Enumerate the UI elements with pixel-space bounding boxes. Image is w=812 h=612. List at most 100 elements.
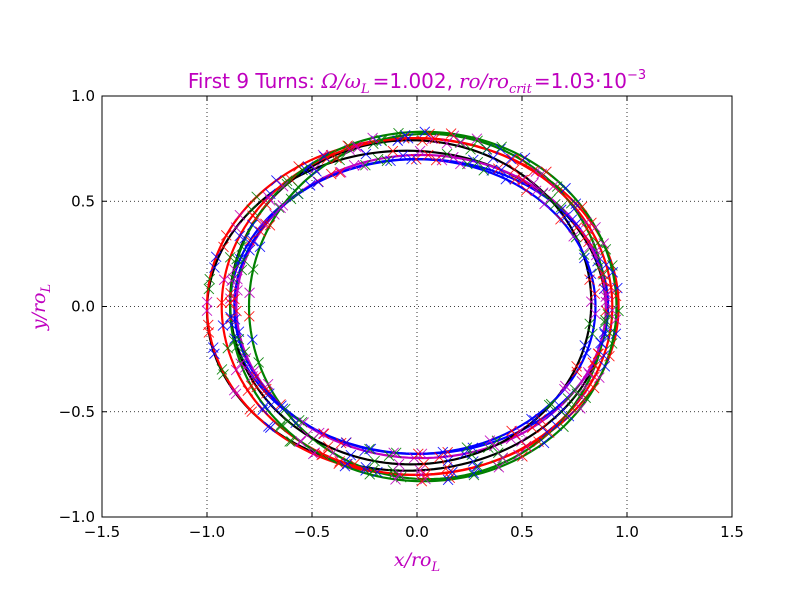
trajectory-marker <box>592 237 604 249</box>
trajectory-marker <box>445 128 457 139</box>
trajectory-marker <box>516 154 528 166</box>
turn-line <box>235 153 608 460</box>
x-axis-label-main: x/ro <box>394 549 432 571</box>
trajectory-marker <box>360 159 371 171</box>
trajectory-marker <box>398 132 410 144</box>
trajectory-marker <box>418 458 429 470</box>
trajectory-marker <box>420 469 432 481</box>
trajectory-marker <box>420 473 431 485</box>
trajectory-marker <box>247 235 259 247</box>
trajectory-marker <box>406 153 417 165</box>
trajectory-marker <box>472 156 484 168</box>
series-layer <box>205 130 620 483</box>
trajectory-marker <box>340 437 352 449</box>
trajectory-marker <box>495 143 506 155</box>
trajectory-marker <box>610 314 622 326</box>
trajectory-marker <box>589 308 601 320</box>
trajectory-marker <box>339 460 351 472</box>
trajectory-marker <box>309 163 321 174</box>
trajectory-marker <box>232 285 243 296</box>
trajectory-marker <box>600 314 611 326</box>
trajectory-marker <box>229 264 240 275</box>
trajectory-marker <box>434 452 445 463</box>
trajectory-marker <box>245 380 257 391</box>
trajectory-marker <box>293 188 304 200</box>
trajectory-marker <box>526 413 537 425</box>
title-ratio-eq: =1.002, <box>373 69 453 93</box>
trajectory-marker <box>600 291 612 303</box>
trajectory-marker <box>489 440 500 452</box>
marker-layer <box>201 126 624 487</box>
trajectory-marker <box>566 402 578 413</box>
trajectory-marker <box>541 166 552 178</box>
trajectory-marker <box>419 126 431 138</box>
x-tick-label: 0.0 <box>405 523 429 541</box>
trajectory-marker <box>334 167 346 178</box>
trajectory-marker <box>495 164 507 176</box>
trajectory-marker <box>360 148 372 160</box>
trajectory-marker <box>455 137 467 148</box>
trajectory-marker <box>264 388 275 400</box>
trajectory-marker <box>599 360 611 372</box>
trajectory-marker <box>496 141 507 153</box>
trajectory-marker <box>584 318 596 330</box>
trajectory-marker <box>526 422 538 433</box>
trajectory-marker <box>260 383 272 395</box>
trajectory-marker <box>563 410 575 422</box>
trajectory-marker <box>393 458 405 470</box>
trajectory-marker <box>571 222 583 233</box>
trajectory-marker <box>238 254 249 266</box>
trajectory-marker <box>393 468 405 480</box>
trajectory-marker <box>548 180 559 192</box>
trajectory-marker <box>230 388 242 400</box>
trajectory-marker <box>560 410 571 422</box>
trajectory-marker <box>520 440 532 452</box>
trajectory-marker <box>483 442 494 454</box>
trajectory-marker <box>592 348 604 360</box>
trajectory-marker <box>397 150 409 161</box>
trajectory-marker <box>294 435 306 447</box>
trajectory-marker <box>275 421 286 433</box>
trajectory-marker <box>492 163 504 174</box>
trajectory-marker <box>244 403 256 415</box>
trajectory-marker <box>216 297 228 308</box>
trajectory-marker <box>248 365 260 377</box>
trajectory-marker <box>521 441 533 452</box>
trajectory-marker <box>259 400 270 412</box>
trajectory-marker <box>342 140 354 152</box>
trajectory-marker <box>257 218 269 229</box>
trajectory-marker <box>610 290 622 302</box>
trajectory-marker <box>335 166 347 178</box>
trajectory-marker <box>253 357 264 368</box>
trajectory-marker <box>580 392 592 404</box>
trajectory-marker <box>297 164 308 176</box>
trajectory-marker <box>520 185 532 196</box>
trajectory-marker <box>224 297 236 309</box>
trajectory-marker <box>559 212 570 223</box>
y-tick-label: −1.0 <box>59 508 95 526</box>
trajectory-marker <box>584 369 595 380</box>
trajectory-marker <box>383 450 395 462</box>
trajectory-marker <box>441 148 453 160</box>
trajectory-marker <box>590 222 601 233</box>
y-axis-label: y/roL <box>28 284 54 331</box>
trajectory-marker <box>569 384 581 395</box>
trajectory-marker <box>539 198 550 210</box>
trajectory-marker <box>478 164 490 176</box>
trajectory-marker <box>589 288 601 300</box>
trajectory-marker <box>257 404 269 416</box>
trajectory-marker <box>558 421 569 433</box>
trajectory-marker <box>538 437 550 449</box>
y-tick-label: 0.0 <box>71 298 95 316</box>
trajectory-marker <box>244 287 255 299</box>
trajectory-marker <box>254 241 266 253</box>
trajectory-marker <box>367 132 378 144</box>
trajectory-marker <box>231 341 243 352</box>
trajectory-marker <box>251 191 262 203</box>
trajectory-marker <box>224 252 236 263</box>
trajectory-marker <box>569 203 580 214</box>
x-tick-label: −1.5 <box>84 523 120 541</box>
trajectory-marker <box>509 174 521 185</box>
title-slash: /ω <box>336 69 361 93</box>
trajectory-marker <box>487 152 499 164</box>
